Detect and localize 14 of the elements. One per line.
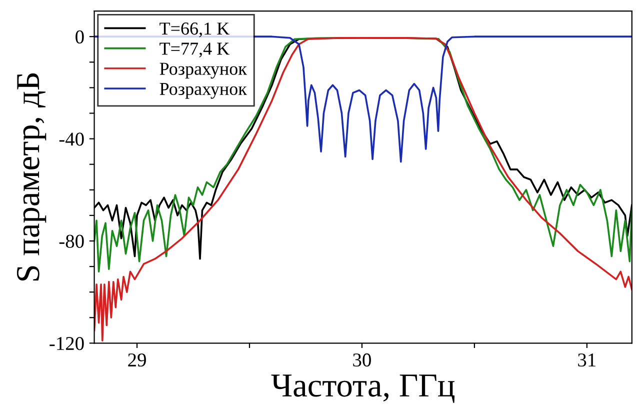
legend-label: Розрахунок [160, 62, 247, 79]
legend-label: Розрахунок [160, 83, 247, 99]
x-axis-title: Частота, ГГц [271, 374, 455, 403]
y-tick-label: -120 [50, 336, 84, 350]
line-series [94, 36, 632, 342]
legend-label: T=66,1 K [160, 22, 230, 38]
legend-label: T=77,4 K [160, 42, 230, 58]
y-tick-label: -40 [59, 132, 84, 146]
y-tick-label: 0 [76, 30, 84, 44]
x-tick-label: 31 [578, 353, 596, 367]
x-tick-label: 30 [353, 353, 371, 367]
y-tick-label: -80 [59, 234, 84, 248]
x-tick-label: 29 [128, 353, 146, 367]
y-axis-title: S параметр, дБ [16, 73, 46, 281]
